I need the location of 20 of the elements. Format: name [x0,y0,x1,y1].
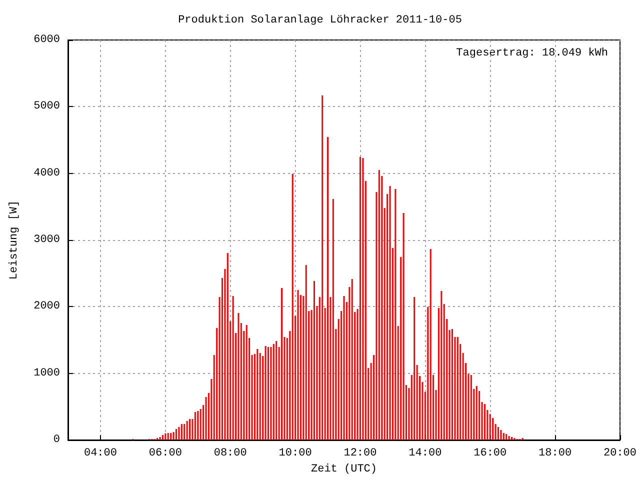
x-tick-label: 14:00 [408,448,442,460]
x-tick-label: 04:00 [84,448,117,460]
y-tick-label: 0 [53,434,60,446]
y-tick-label: 6000 [34,34,60,46]
y-tick-label: 4000 [34,167,60,180]
x-tick-label: 18:00 [538,448,572,460]
chart-title: Produktion Solaranlage Löhracker 2011-10-05 [178,14,462,26]
x-tick-label: 20:00 [603,448,637,460]
y-tick-label: 2000 [34,300,60,313]
y-tick-label: 1000 [34,367,60,380]
annotation: Tagesertrag: 18.049 kWh [456,48,608,60]
x-tick-label: 16:00 [474,448,507,460]
x-tick-label: 10:00 [278,448,312,460]
x-axis-title: Zeit (UTC) [310,463,378,476]
y-tick-label: 3000 [34,234,60,246]
y-axis-title: Leistung [W] [8,200,20,280]
y-tick-label: 5000 [34,100,60,113]
x-tick-label: 06:00 [148,448,182,460]
x-tick-label: 12:00 [344,448,377,460]
x-tick-label: 08:00 [214,448,247,460]
